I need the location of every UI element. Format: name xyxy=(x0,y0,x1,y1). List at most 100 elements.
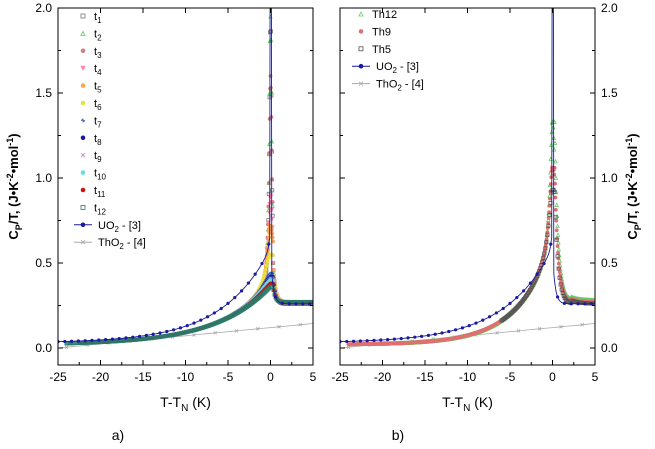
point-th5 xyxy=(540,259,545,264)
point-uo2 xyxy=(124,336,128,340)
point-uo2 xyxy=(528,281,533,285)
point-th9 xyxy=(553,195,558,200)
legend-item: UO2 - [3] xyxy=(352,61,419,75)
point-uo2 xyxy=(460,326,465,330)
y-tick-label: 0.5 xyxy=(35,256,52,270)
legend-label: t7 xyxy=(94,115,102,129)
point-th5 xyxy=(558,282,563,287)
legend-marker xyxy=(81,118,85,123)
point-th5 xyxy=(532,280,537,285)
point-uo2 xyxy=(206,315,210,319)
point-uo2 xyxy=(280,301,285,305)
point-t6 xyxy=(264,263,269,268)
legend-marker xyxy=(80,204,86,210)
point-t3 xyxy=(267,151,272,155)
point-uo2 xyxy=(144,333,148,337)
point-th12 xyxy=(555,223,560,228)
point-th5 xyxy=(543,246,548,251)
y-axis-title: CP/T, (J•K-2•mol-1) xyxy=(624,133,643,239)
legend-label: t10 xyxy=(94,168,107,182)
point-th5 xyxy=(547,212,552,217)
legend-marker xyxy=(80,100,86,106)
point-uo2 xyxy=(555,295,560,299)
point-th5 xyxy=(560,291,565,296)
legend-item: t3 xyxy=(80,46,102,60)
y-axis-title: CP/T, (J•K-2•mol-1) xyxy=(5,133,24,239)
x-tick-label: -20 xyxy=(92,370,110,384)
point-uo2 xyxy=(117,336,121,341)
point-th9 xyxy=(554,207,558,212)
point-tho2 xyxy=(346,345,351,349)
legend-marker xyxy=(358,81,364,86)
legend-label: Th9 xyxy=(372,26,391,38)
x-tick-label: -15 xyxy=(134,370,152,384)
point-tho2 xyxy=(192,333,196,337)
y-tick-label: 0.5 xyxy=(601,256,618,270)
point-th9 xyxy=(554,228,559,233)
legend-label: UO2 - [3] xyxy=(98,220,141,234)
point-uo2 xyxy=(199,318,203,322)
legend-item: t6 xyxy=(80,98,102,112)
point-uo2 xyxy=(515,295,519,300)
point-t6 xyxy=(261,275,266,280)
legend-marker xyxy=(80,239,86,245)
legend-label: UO2 - [3] xyxy=(376,61,419,75)
legend-item: t4 xyxy=(80,63,102,77)
point-uo2 xyxy=(172,328,176,332)
panel-label: b) xyxy=(392,427,404,443)
point-uo2 xyxy=(131,335,135,339)
point-uo2 xyxy=(420,334,424,338)
point-uo2 xyxy=(521,289,526,293)
point-uo2 xyxy=(63,339,67,344)
point-th5 xyxy=(546,223,551,228)
legend-item: t9 xyxy=(80,150,102,164)
point-uo2 xyxy=(158,331,162,335)
x-axis-title: T-TN (K) xyxy=(160,394,211,414)
point-th9 xyxy=(555,244,560,249)
point-uo2 xyxy=(413,335,417,339)
point-th5 xyxy=(541,255,546,260)
x-tick-label: -25 xyxy=(49,370,67,384)
legend-marker xyxy=(80,48,86,54)
y-tick-label: 0.0 xyxy=(35,341,52,355)
point-tho2 xyxy=(64,345,69,349)
point-uo2 xyxy=(267,242,271,246)
x-tick-label: -25 xyxy=(331,370,349,384)
point-th9 xyxy=(548,196,552,201)
point-tho2 xyxy=(277,325,281,329)
legend-item: t10 xyxy=(80,168,107,182)
point-uo2 xyxy=(467,324,471,328)
legend-marker xyxy=(358,46,364,52)
point-t1 xyxy=(270,188,275,193)
point-uo2 xyxy=(481,318,485,322)
y-tick-label: 2.0 xyxy=(601,1,618,15)
legend-item: UO2 - [3] xyxy=(74,220,141,234)
point-tho2 xyxy=(495,331,500,335)
point-t12 xyxy=(265,287,270,292)
point-th9 xyxy=(556,250,560,255)
point-th12 xyxy=(551,147,557,152)
y-tick-label: 2.0 xyxy=(35,1,52,15)
point-th12 xyxy=(556,239,561,245)
legend-item: ThO2 - [4] xyxy=(74,237,146,251)
point-t1 xyxy=(268,29,273,34)
point-uo2 xyxy=(508,301,512,305)
point-uo2 xyxy=(212,311,216,315)
point-uo2 xyxy=(83,339,87,343)
legend-marker xyxy=(80,13,86,19)
series-uo2-line xyxy=(58,8,313,343)
legend-item: Th9 xyxy=(358,26,391,38)
panel-b: -25 -20 -15 -10 -5 0 5 0.0 0.5 1.0 1.5 2.0 T-TN (K) C… xyxy=(331,1,643,443)
point-th5 xyxy=(542,251,547,256)
point-th5 xyxy=(514,305,519,310)
point-uo2 xyxy=(583,302,587,306)
point-uo2 xyxy=(576,302,580,306)
point-tho2 xyxy=(559,325,563,329)
point-th12 xyxy=(553,175,559,180)
legend-item: ThO2 - [4] xyxy=(352,79,424,93)
point-uo2 xyxy=(219,306,223,311)
point-uo2 xyxy=(226,301,230,305)
point-uo2 xyxy=(535,272,539,276)
point-th5 xyxy=(512,307,517,312)
point-th12 xyxy=(554,202,559,207)
